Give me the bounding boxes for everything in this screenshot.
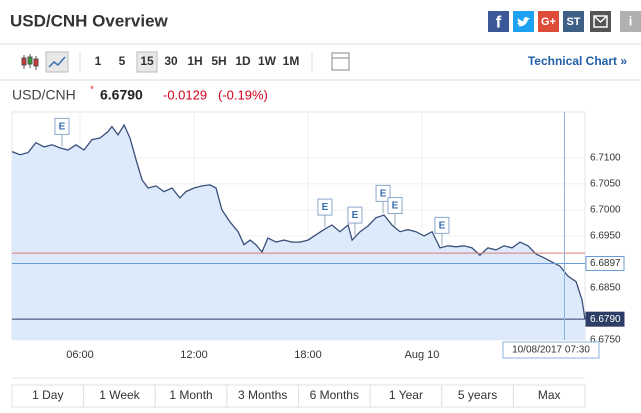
interval-button[interactable]: 1W [258, 54, 277, 68]
line-icon [48, 56, 66, 68]
interval-button[interactable]: 1H [187, 54, 202, 68]
twitter-icon [517, 17, 530, 27]
interval-button[interactable]: 1D [235, 54, 251, 68]
range-label: 1 Day [32, 388, 63, 402]
event-marker[interactable] [54, 117, 70, 135]
quote-change-pct: (-0.19%) [218, 87, 268, 102]
event-marker[interactable] [347, 206, 363, 224]
range-label: 1 Week [99, 388, 140, 402]
event-label: E [322, 202, 329, 213]
info-label: i [629, 13, 633, 28]
interval-button[interactable]: 30 [164, 54, 178, 68]
x-tick-label: 06:00 [66, 349, 94, 361]
gplus-button[interactable] [538, 11, 559, 32]
crosshair-label: 10/08/2017 07:30 [512, 345, 590, 356]
event-marker[interactable] [434, 216, 450, 234]
interval-selected[interactable] [136, 51, 158, 73]
x-tick-label: Aug 10 [405, 349, 440, 361]
event-label: E [59, 122, 66, 133]
quote-symbol: USD/CNH [12, 87, 76, 103]
mail-icon [593, 15, 608, 28]
crosshair-badge [502, 341, 600, 359]
y-tick-label: 6.7000 [590, 205, 621, 216]
gplus-label: G+ [541, 16, 556, 28]
event-marker[interactable] [317, 198, 333, 216]
technical-chart-link[interactable]: Technical Chart » [528, 54, 627, 68]
y-tick-label: 6.6850 [590, 283, 621, 294]
range-label: 1 Year [389, 388, 423, 402]
calendar-button[interactable] [331, 52, 350, 71]
stocktwits-label: ST [566, 16, 580, 28]
range-label: 3 Months [238, 388, 287, 402]
interval-button[interactable]: 5H [211, 54, 226, 68]
range-button[interactable] [512, 384, 586, 408]
y-tick-label: 6.7050 [590, 178, 621, 189]
candle-icon[interactable] [21, 54, 39, 70]
interval-button[interactable]: 15 [140, 54, 154, 68]
x-tick-label: 18:00 [294, 349, 322, 361]
event-label: E [439, 221, 446, 232]
y-tick-label: 6.7100 [590, 152, 621, 163]
facebook-button[interactable] [488, 11, 509, 32]
event-label: E [392, 201, 399, 212]
range-label: Max [538, 388, 561, 402]
event-label: E [352, 210, 359, 221]
price-badge [585, 311, 625, 327]
price-line [11, 123, 586, 320]
area [12, 125, 585, 340]
info-button[interactable] [620, 11, 641, 32]
quote-change: -0.0129 [163, 87, 207, 102]
event-marker[interactable] [375, 184, 391, 202]
price-badge-label: 6.6790 [590, 314, 621, 325]
interval-button[interactable]: 1M [283, 54, 300, 68]
range-label: 6 Months [310, 388, 359, 402]
quote-price: 6.6790 [100, 87, 143, 103]
line-chart-button[interactable] [45, 51, 69, 73]
x-tick-label: 12:00 [180, 349, 208, 361]
event-marker[interactable] [387, 197, 403, 215]
quote-flag: * [90, 85, 94, 96]
y-tick-label: 6.6750 [590, 335, 621, 346]
price-badge-label: 6.6897 [590, 258, 621, 269]
y-tick-label: 6.6950 [590, 231, 621, 242]
range-label: 1 Month [169, 388, 212, 402]
price-badge [585, 255, 625, 271]
interval-button[interactable]: 5 [119, 54, 126, 68]
facebook-icon: f [496, 12, 502, 31]
page-title: USD/CNH Overview [10, 11, 169, 30]
stocktwits-button[interactable] [563, 11, 584, 32]
event-label: E [380, 189, 387, 200]
interval-button[interactable]: 1 [95, 54, 102, 68]
range-label: 5 years [458, 388, 497, 402]
